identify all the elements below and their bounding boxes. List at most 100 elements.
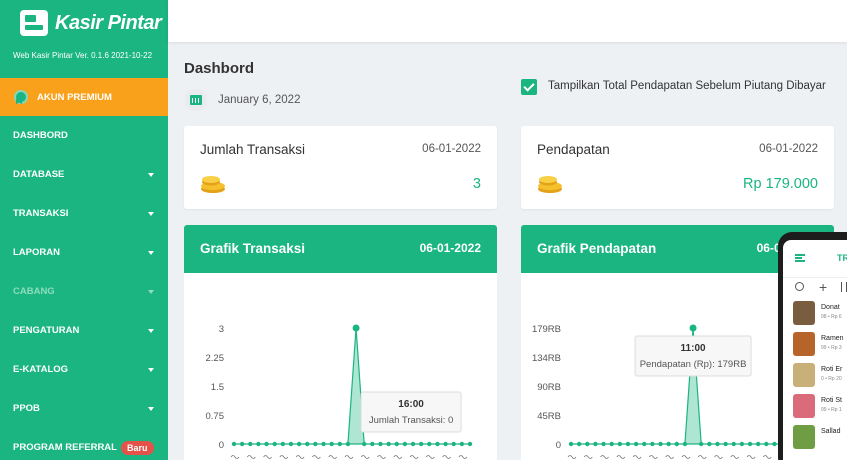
sidebar-item-transaksi[interactable]: TRANSAKSI — [0, 194, 168, 233]
data-point — [674, 441, 679, 447]
chevron-down-icon — [148, 328, 154, 333]
sidebar-item-laporan[interactable]: LAPORAN — [0, 233, 168, 272]
sidebar-item-cabang[interactable]: CABANG — [0, 272, 168, 311]
chart-header: Grafik Transaksi 06-01-2022 — [184, 225, 497, 273]
x-tick-label — [328, 455, 337, 459]
phone-screen: TR + Donat 98 • Rp 6 Ramen 99 • Rp 3 Roti Er… — [783, 240, 847, 460]
data-point — [568, 441, 574, 447]
y-tick-label: 3 — [219, 324, 224, 335]
transaction-chart[interactable]: 0 0.75 1.5 2.25 3 16:00 Jumlah Transaksi: 0 — [184, 225, 497, 460]
product-item[interactable]: Sallad — [783, 422, 847, 453]
sidebar-item-ppob[interactable]: PPOB — [0, 389, 168, 428]
data-point — [642, 441, 647, 447]
chart-title: Grafik Transaksi — [200, 241, 306, 256]
product-image — [793, 394, 815, 418]
sidebar-item-database[interactable]: DATABASE — [0, 155, 168, 194]
product-stock-price: 98 • Rp 6 — [821, 314, 842, 320]
revenue-chart[interactable]: 0 45RB 90RB 134RB 179RB 11:00 Pendapatan (Rp):… — [521, 225, 834, 460]
coins-icon — [201, 176, 225, 193]
data-point — [435, 441, 440, 447]
data-point — [739, 441, 745, 447]
sidebar-item-pengaturan[interactable]: PENGATURAN — [0, 311, 168, 350]
tooltip-box — [634, 335, 752, 377]
x-tick-label — [377, 455, 386, 459]
logo-icon — [20, 10, 48, 36]
phone-topbar: TR — [783, 240, 847, 278]
data-point — [633, 441, 639, 447]
product-image — [793, 332, 815, 356]
sidebar-item-e-katalog[interactable]: E-KATALOG — [0, 350, 168, 389]
y-tick-label: 45RB — [537, 411, 561, 422]
data-point — [443, 441, 448, 447]
tooltip-time: 11:00 — [681, 343, 706, 354]
data-point — [715, 441, 720, 447]
data-point — [352, 324, 360, 332]
card-title: Pendapatan — [537, 142, 610, 157]
x-tick-label — [263, 455, 272, 459]
revenue-value: Rp 179.000 — [743, 176, 818, 192]
data-point — [731, 441, 736, 447]
chart-tooltip: 11:00 Pendapatan (Rp): 179RB — [634, 335, 752, 377]
premium-account-button[interactable]: AKUN PREMIUM — [0, 78, 168, 116]
card-date: 06-01-2022 — [759, 143, 818, 155]
product-item[interactable]: Donat 98 • Rp 6 — [783, 298, 847, 329]
product-stock-price: 99 • Rp 1 — [821, 407, 842, 413]
product-item[interactable]: Roti St 99 • Rp 1 — [783, 391, 847, 422]
phone-toolbar: + — [783, 278, 847, 298]
sidebar-item-label: PENGATURAN — [13, 325, 80, 336]
y-tick-label: 2.25 — [206, 353, 225, 364]
data-point — [467, 441, 473, 447]
sidebar-item-dashbord[interactable]: DASHBORD — [0, 116, 168, 155]
tooltip-text: Pendapatan (Rp): 179RB — [640, 359, 747, 370]
y-tick-label: 134RB — [532, 353, 561, 364]
data-point — [723, 441, 728, 447]
product-image — [793, 425, 815, 449]
search-icon — [795, 282, 804, 291]
calendar-icon[interactable] — [185, 89, 207, 111]
data-point — [755, 441, 761, 447]
data-point — [609, 441, 614, 447]
transaction-chart-card: Grafik Transaksi 06-01-2022 0 0.75 1.5 2.25… — [184, 225, 497, 460]
y-tick-label: 179RB — [532, 324, 561, 335]
y-tick-label: 0 — [556, 440, 561, 451]
data-point — [362, 441, 367, 447]
tooltip-box — [360, 391, 462, 433]
sidebar-item-label: LAPORAN — [13, 247, 60, 258]
show-total-before-credit-checkbox[interactable] — [521, 79, 537, 95]
selected-date[interactable]: January 6, 2022 — [218, 94, 301, 106]
product-item[interactable]: Roti Er 0 • Rp 20 — [783, 360, 847, 391]
tooltip-text: Jumlah Transaksi: 0 — [369, 415, 453, 426]
revenue-card: Pendapatan 06-01-2022 Rp 179.000 — [521, 126, 834, 209]
data-point — [418, 441, 424, 447]
x-tick-label — [665, 455, 674, 459]
data-point — [747, 441, 753, 447]
data-point — [593, 441, 598, 447]
product-item[interactable]: Ramen 99 • Rp 3 — [783, 329, 847, 360]
x-tick-label — [279, 455, 289, 459]
data-point — [585, 441, 590, 447]
y-tick-label: 1.5 — [211, 382, 224, 393]
chevron-down-icon — [148, 172, 154, 177]
data-point — [329, 441, 334, 447]
x-tick-label — [567, 455, 577, 459]
product-name: Ramen — [821, 335, 844, 342]
y-tick-label: 0.75 — [206, 411, 225, 422]
data-point — [617, 441, 623, 447]
y-tick-label: 0 — [219, 440, 224, 451]
data-point — [451, 441, 456, 447]
plus-icon: + — [819, 279, 828, 295]
data-point — [378, 441, 383, 447]
data-point — [337, 441, 342, 447]
app-logo[interactable]: Kasir Pintar — [20, 10, 162, 36]
data-point — [386, 441, 391, 447]
x-tick-label — [616, 455, 626, 459]
x-tick-label — [746, 455, 756, 459]
x-tick-label — [600, 455, 609, 459]
sidebar-item-program-referral[interactable]: PROGRAM REFERRAL Baru — [0, 428, 168, 460]
data-point — [576, 441, 582, 447]
transaction-count-value: 3 — [472, 176, 481, 192]
data-point — [256, 441, 261, 447]
product-name: Sallad — [821, 428, 841, 435]
data-point — [321, 441, 326, 447]
card-date: 06-01-2022 — [422, 143, 481, 155]
